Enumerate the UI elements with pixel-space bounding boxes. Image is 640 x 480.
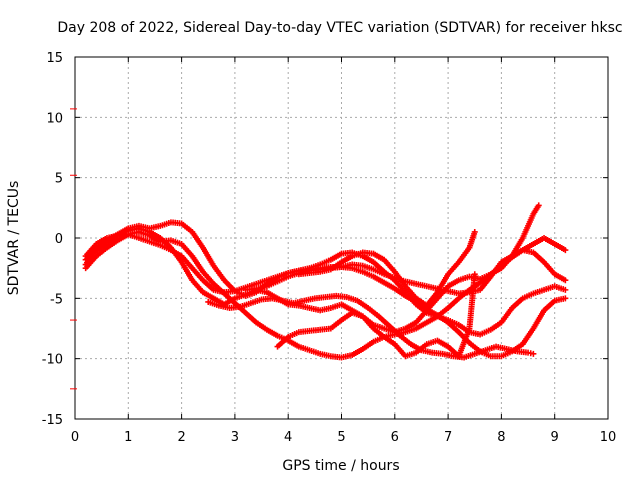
x-tick-label: 10 xyxy=(600,430,617,445)
y-tick-label: -10 xyxy=(42,353,63,368)
x-tick-label: 3 xyxy=(231,430,239,445)
data-point xyxy=(535,202,542,209)
series-track-4 xyxy=(82,231,569,338)
series-track-8 xyxy=(295,228,478,309)
x-tick-label: 5 xyxy=(337,430,345,445)
data-point xyxy=(562,277,569,284)
x-tick-label: 2 xyxy=(177,430,185,445)
y-tick-label: 15 xyxy=(46,51,63,66)
data-point xyxy=(471,271,478,278)
x-tick-label: 4 xyxy=(284,430,292,445)
y-tick-label: 0 xyxy=(55,232,63,247)
axis-ticks: 0 1 2 3 4 5 6 7 8 9 10 -15 -10 -5 0 5 10 15 xyxy=(42,51,617,445)
x-axis-label: GPS time / hours xyxy=(282,458,399,474)
data-point xyxy=(562,247,569,254)
x-tick-label: 7 xyxy=(444,430,452,445)
y-tick-label: -15 xyxy=(42,413,63,428)
x-tick-label: 0 xyxy=(71,430,79,445)
series-track-6 xyxy=(274,271,478,360)
y-tick-label: 10 xyxy=(46,111,63,126)
x-tick-label: 6 xyxy=(391,430,399,445)
y-tick-label: -5 xyxy=(50,292,63,307)
data-marks xyxy=(82,202,569,361)
data-point xyxy=(562,286,569,293)
data-point xyxy=(530,350,537,357)
data-point xyxy=(562,295,569,302)
x-tick-label: 8 xyxy=(497,430,505,445)
chart-title: Day 208 of 2022, Sidereal Day-to-day VTE… xyxy=(57,20,622,36)
y-tick-label: 5 xyxy=(55,172,63,187)
data-point xyxy=(471,228,478,235)
x-tick-label: 9 xyxy=(551,430,559,445)
series-track-5 xyxy=(205,292,537,361)
x-tick-label: 1 xyxy=(124,430,132,445)
y-axis-label: SDTVAR / TECUs xyxy=(6,181,22,296)
series-track-7 xyxy=(242,247,569,297)
